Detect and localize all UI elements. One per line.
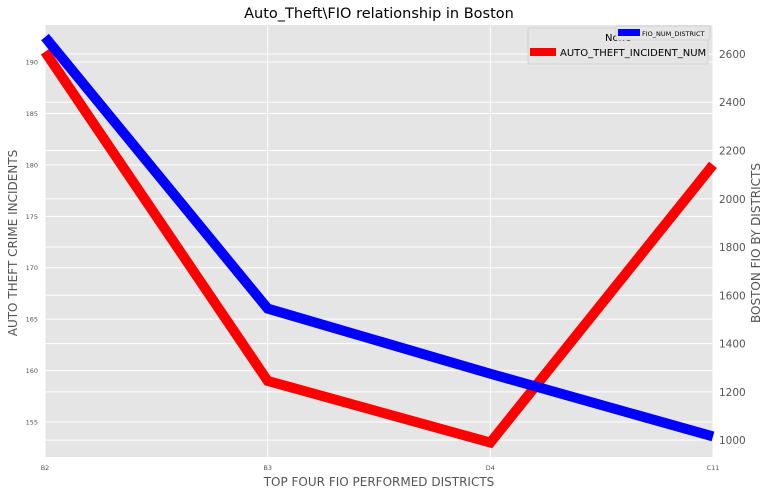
y-right-tick-label: 1400 [719,339,746,351]
y-right-tick-label: 1000 [719,435,746,447]
y-left-tick-label: 180 [26,161,38,169]
y-right-tick-label: 2400 [719,97,746,109]
y-axis-left-label: AUTO THEFT CRIME INCIDENTS [6,150,20,337]
y-right-tick-label: 1200 [719,387,746,399]
y-right-tick-label: 2600 [719,49,746,61]
legend-swatch-auto-theft [530,48,556,56]
legend-label-auto-theft: AUTO_THEFT_INCIDENT_NUM [560,48,706,59]
y-right-tick-label: 1600 [719,290,746,302]
x-axis-label: TOP FOUR FIO PERFORMED DISTRICTS [263,475,495,489]
y-left-tick-label: 185 [26,110,38,118]
x-tick-label: D4 [486,464,495,472]
legend-fio: FIO_NUM_DISTRICT [615,25,711,41]
x-tick-label: B3 [263,464,272,472]
y-left-tick-label: 190 [26,59,38,67]
y-right-tick-label: 2000 [719,194,746,206]
series-line-fio-num-district [41,33,715,442]
y-left-tick-label: 175 [26,213,38,221]
legend-swatch-fio [618,29,640,36]
right-axis: 1000 1200 1400 1600 1800 2000 2200 2400 2600 [719,49,746,447]
series-layer [40,33,717,449]
left-axis: 155 160 165 170 175 180 185 190 [26,59,38,427]
chart-title: Auto_Theft\FIO relationship in Boston [244,6,514,22]
y-axis-right-label: BOSTON FIO BY DISTRICTS [749,163,763,323]
x-tick-label: C11 [707,464,720,472]
series-line-auto-theft-incident-num [40,48,717,449]
y-left-tick-label: 160 [26,367,38,375]
legend-label-fio: FIO_NUM_DISTRICT [642,30,704,38]
x-axis: B2 B3 D4 C11 [41,464,720,472]
y-left-tick-label: 155 [26,419,38,427]
plot-background [45,25,713,457]
y-right-tick-label: 1800 [719,242,746,254]
y-left-tick-label: 165 [26,316,38,324]
y-right-tick-label: 2200 [719,145,746,157]
x-tick-label: B2 [41,464,50,472]
y-left-tick-label: 170 [26,264,38,272]
